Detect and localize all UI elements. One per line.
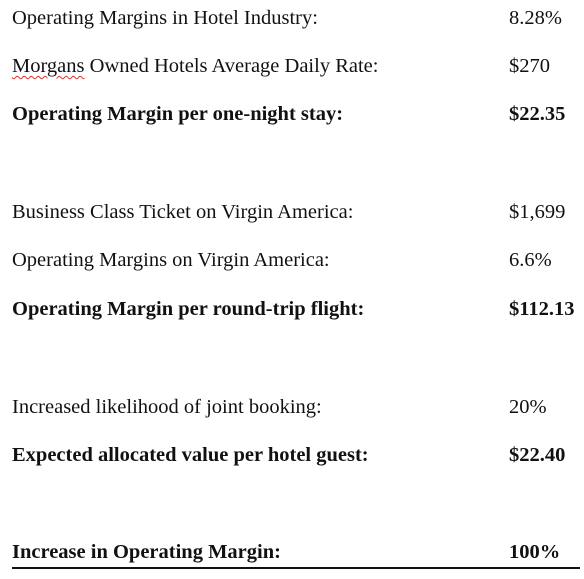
row-label: Increase in Operating Margin: [12,541,281,563]
row-label: Operating Margins on Virgin America: [12,249,330,271]
row-label: Expected allocated value per hotel guest… [12,444,369,466]
row-average-daily-rate: Morgans Owned Hotels Average Daily Rate:… [12,51,584,81]
row-value: $112.13 [509,298,575,320]
row-hotel-operating-margins: Operating Margins in Hotel Industry: 8.2… [12,3,584,33]
row-value: 100% [509,541,561,563]
row-label: Increased likelihood of joint booking: [12,396,322,418]
row-value: $270 [509,55,550,77]
row-value: $1,699 [509,201,566,223]
row-expected-value-per-guest: Expected allocated value per hotel guest… [12,440,584,470]
row-value: $22.35 [509,103,566,125]
row-margin-per-flight: Operating Margin per round-trip flight: … [12,294,584,324]
row-airline-operating-margins: Operating Margins on Virgin America: 6.6… [12,245,584,275]
row-value: 8.28% [509,7,562,29]
row-label-rest: Owned Hotels Average Daily Rate: [84,55,379,77]
spellcheck-flagged-word: Morgans [12,55,85,77]
row-value: $22.40 [509,444,566,466]
total-underline [12,567,580,569]
row-value: 20% [509,396,547,418]
row-label: Business Class Ticket on Virgin America: [12,201,354,223]
row-business-class-ticket: Business Class Ticket on Virgin America:… [12,197,584,227]
row-label: Operating Margins in Hotel Industry: [12,7,318,29]
row-increase-in-margin: Increase in Operating Margin: 100% [12,537,584,567]
row-label: Morgans Owned Hotels Average Daily Rate: [12,51,378,81]
row-value: 6.6% [509,249,552,271]
row-joint-booking-likelihood: Increased likelihood of joint booking: 2… [12,392,584,422]
row-margin-per-stay: Operating Margin per one-night stay: $22… [12,99,584,129]
row-label: Operating Margin per one-night stay: [12,103,344,125]
row-label: Operating Margin per round-trip flight: [12,298,365,320]
